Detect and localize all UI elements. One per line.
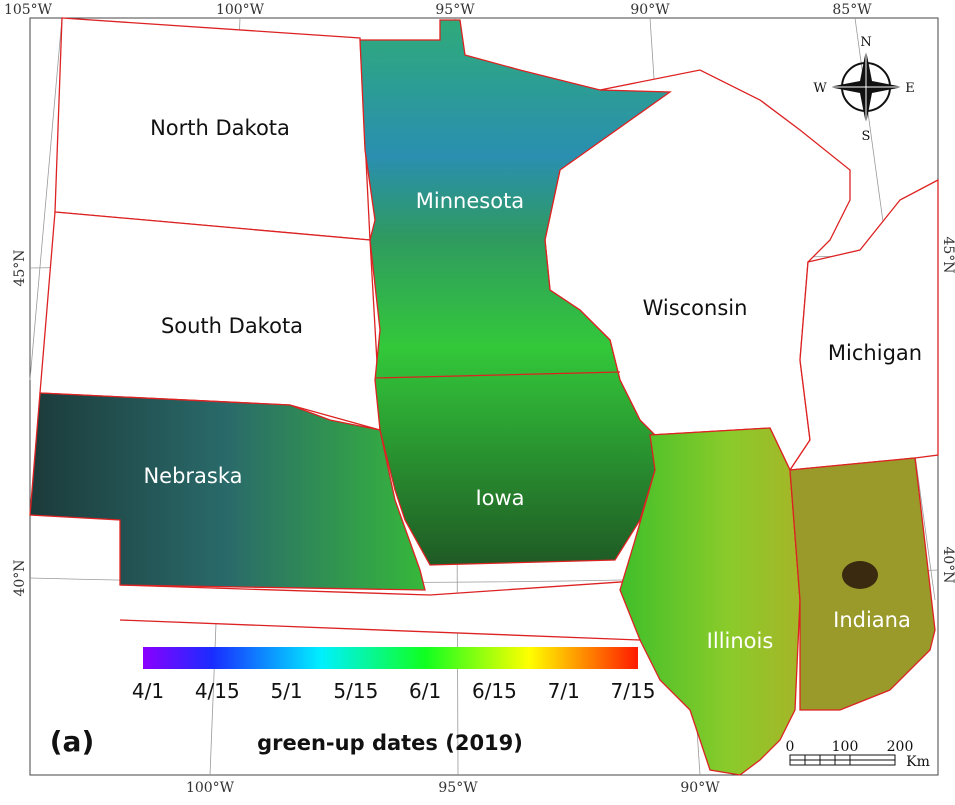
colorbar-label: 5/15	[333, 679, 378, 703]
colorbar-label: 5/1	[270, 679, 302, 703]
colorbar-label: 6/1	[409, 679, 441, 703]
scale-label: 100	[832, 739, 859, 755]
colorbar-label: 4/1	[132, 679, 164, 703]
state-label: Michigan	[828, 341, 922, 365]
colorbar-title: green-up dates (2019)	[257, 731, 523, 755]
panel-label: (a)	[50, 725, 95, 758]
graticule-label: 95°W	[438, 780, 478, 796]
minnesota-iowa-area	[359, 19, 672, 566]
state-borders	[39, 17, 939, 641]
graticule-label: 105°W	[4, 2, 53, 18]
scale-bar	[789, 754, 896, 766]
graticule-label: 45°N	[12, 249, 28, 286]
compass-rose	[829, 50, 903, 124]
state-label: Minnesota	[416, 189, 524, 213]
state-label: North Dakota	[150, 116, 290, 140]
graticule-label: 90°W	[630, 2, 670, 18]
colorbar-label: 7/1	[548, 679, 580, 703]
graticule-label: 90°W	[680, 780, 720, 796]
compass-label: W	[813, 81, 827, 96]
graticule-label: 45°N	[940, 236, 955, 273]
colorbar-label: 7/15	[611, 679, 656, 703]
colorbar	[143, 647, 638, 669]
dark-patch	[842, 561, 878, 589]
state-label: Illinois	[707, 629, 774, 653]
state-label: Iowa	[475, 486, 524, 510]
graticule-label: 100°W	[186, 780, 235, 796]
mn-ia-border	[374, 371, 621, 379]
compass-label: E	[905, 81, 915, 96]
compass-label: N	[860, 35, 871, 50]
graticule-label: 100°W	[216, 2, 265, 18]
scale-label: 0	[786, 739, 795, 755]
scale-label: 200	[887, 739, 914, 755]
compass-label: S	[862, 129, 871, 144]
state-label: Indiana	[833, 608, 911, 632]
graticule-label: 40°N	[940, 546, 955, 583]
colorbar-label: 4/15	[195, 679, 240, 703]
graticule-label: 40°N	[12, 559, 28, 596]
state-label: Wisconsin	[643, 296, 748, 320]
state-label: South Dakota	[161, 314, 303, 338]
colorbar-labels: 4/1 4/15 5/1 5/15 6/1 6/15 7/1 7/15	[132, 679, 656, 703]
scale-unit: Km	[906, 754, 930, 770]
colorbar-label: 6/15	[472, 679, 517, 703]
graticule-label: 95°W	[435, 2, 475, 18]
graticule-label: 85°W	[832, 2, 872, 18]
nebraska-area	[29, 392, 426, 591]
state-label: Nebraska	[143, 464, 242, 488]
